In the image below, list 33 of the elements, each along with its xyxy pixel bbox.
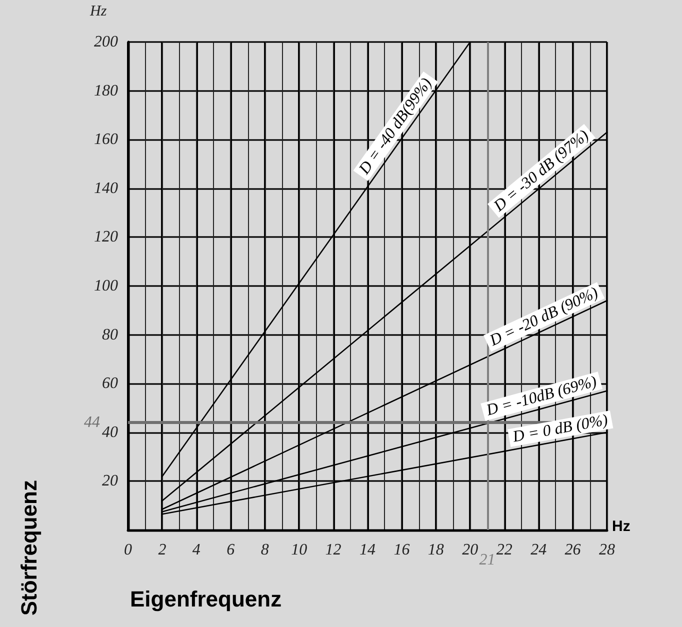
text: Hz — [612, 518, 630, 535]
x-tick-label: 6 — [226, 542, 235, 558]
y-tick-label: 40 — [102, 424, 118, 441]
ref-line-label: 44 — [84, 414, 100, 432]
x-tick-label: 28 — [599, 542, 615, 558]
x-tick-label: 22 — [496, 542, 512, 558]
x-tick-label: 20 — [462, 542, 478, 558]
x-tick-label: 18 — [428, 542, 444, 558]
ref-line-label: 21 — [479, 552, 496, 568]
x-tick-label: 0 — [124, 542, 132, 558]
y-tick-label: 120 — [94, 228, 118, 246]
x-tick-label: 16 — [394, 542, 410, 558]
x-tick-label: 14 — [360, 542, 376, 558]
x-tick-label: 10 — [291, 542, 308, 558]
x-tick-label: 12 — [325, 542, 342, 558]
y-tick-label: 80 — [102, 326, 118, 344]
y-tick-label: 160 — [94, 131, 118, 148]
y-axis-title: Störfrequenz — [16, 480, 42, 616]
x-tick-label: 2 — [158, 542, 166, 558]
x-tick-label: 4 — [192, 542, 200, 558]
y-tick-label: 180 — [94, 82, 118, 100]
x-tick-label: 24 — [530, 542, 547, 558]
y-tick-label: 200 — [94, 34, 118, 50]
text: D = 0 dB (0%) — [510, 412, 610, 446]
y-tick-label: 60 — [102, 375, 118, 392]
y-tick-label: 100 — [94, 278, 118, 294]
text: Hz — [89, 4, 107, 20]
text: D = -20 dB (90%) — [486, 284, 601, 350]
y-tick-label: 20 — [102, 472, 118, 490]
x-axis-title: Eigenfrequenz — [130, 586, 282, 612]
x-tick-label: 26 — [564, 542, 581, 558]
x-tick-label: 8 — [260, 542, 269, 558]
y-tick-label: 140 — [94, 180, 118, 197]
